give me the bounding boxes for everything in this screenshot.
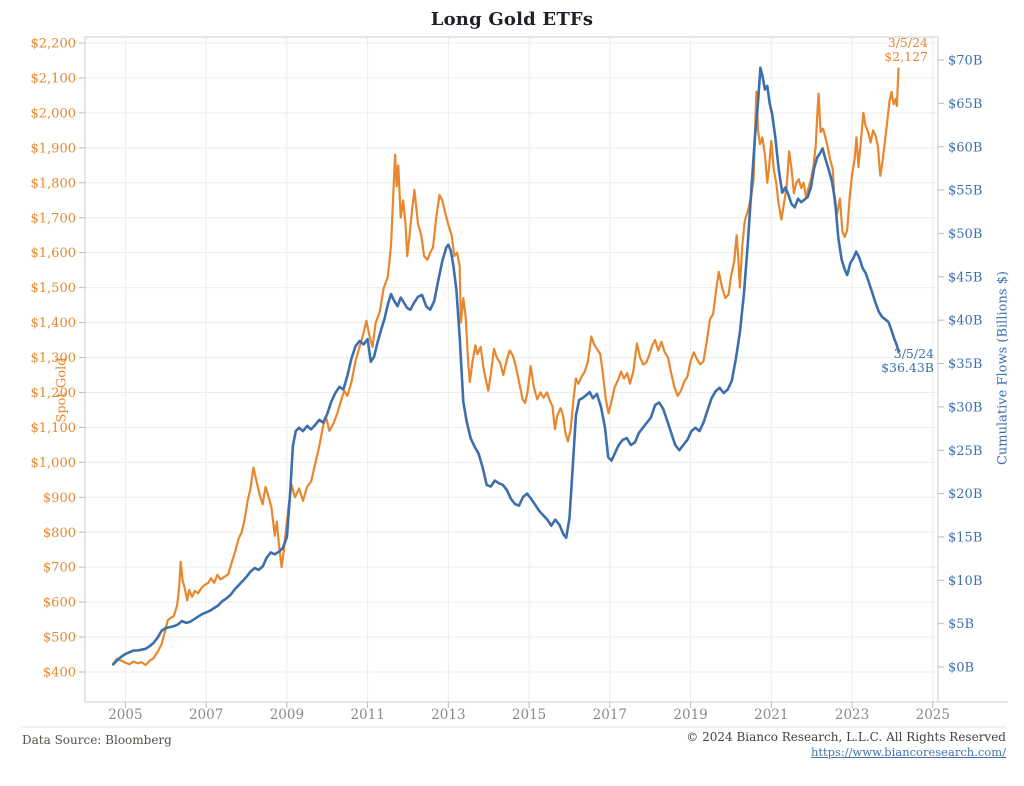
left-axis-tick-label: $1,500 xyxy=(31,281,77,296)
research-link[interactable]: https://www.biancoresearch.com/ xyxy=(810,745,1006,759)
right-axis-tick-label: $55B xyxy=(948,184,982,199)
right-axis-tick-label: $50B xyxy=(948,227,982,242)
left-axis-tick-label: $1,100 xyxy=(31,421,77,436)
right-axis-tick-label: $60B xyxy=(948,140,982,155)
flows-annotation-date: 3/5/24 xyxy=(893,346,934,361)
x-axis-tick-label: 2023 xyxy=(835,707,869,723)
right-axis-tick-label: $0B xyxy=(948,661,974,676)
flows-annotation-value: $36.43B xyxy=(881,359,934,375)
x-axis-tick-label: 2011 xyxy=(350,707,384,723)
left-axis-tick-label: $900 xyxy=(43,491,76,506)
x-axis-tick-label: 2025 xyxy=(916,707,950,723)
right-axis-tick-label: $30B xyxy=(948,400,982,415)
cumulative-flows-line xyxy=(112,66,900,666)
left-axis-tick-label: $2,200 xyxy=(31,37,77,52)
left-axis-tick-label: $800 xyxy=(43,526,76,541)
left-axis-tick-label: $1,800 xyxy=(31,176,77,191)
left-axis-tick-label: $500 xyxy=(43,631,76,646)
gold-last-point-annotation: 3/5/24 $2,127 xyxy=(808,36,928,63)
right-axis-tick-label: $35B xyxy=(948,357,982,372)
right-axis-tick-label: $45B xyxy=(948,270,982,285)
x-axis-tick-label: 2019 xyxy=(673,707,707,723)
page-title: Long Gold ETFs xyxy=(430,9,594,30)
x-axis-tick-label: 2017 xyxy=(593,707,627,723)
x-axis-tick-label: 2013 xyxy=(431,707,465,723)
left-axis-tick-label: $600 xyxy=(43,596,76,611)
right-axis-title: Cumulative Flows (Billions $) xyxy=(995,270,1011,466)
right-axis-tick-label: $65B xyxy=(948,97,982,112)
left-axis-tick-label: $1,300 xyxy=(31,351,77,366)
left-axis-tick-label: $2,000 xyxy=(31,106,77,121)
spot-gold-line xyxy=(112,67,900,667)
left-axis-tick-label: $700 xyxy=(43,561,76,576)
right-axis-tick-label: $70B xyxy=(948,54,982,69)
gold-annotation-date: 3/5/24 xyxy=(887,35,928,50)
left-axis-tick-label: $1,400 xyxy=(31,316,77,331)
left-axis-tick-label: $1,600 xyxy=(31,246,77,261)
left-axis-tick-label: $1,700 xyxy=(31,211,77,226)
left-axis-tick-label: $2,100 xyxy=(31,71,77,86)
gold-annotation-value: $2,127 xyxy=(884,48,928,64)
right-axis-tick-label: $20B xyxy=(948,487,982,502)
right-axis-tick-label: $10B xyxy=(948,574,982,589)
left-axis-title: Spot Gold xyxy=(54,357,70,423)
left-axis-tick-label: $1,200 xyxy=(31,386,77,401)
x-axis-tick-label: 2015 xyxy=(512,707,546,723)
plot-frame xyxy=(84,36,939,703)
x-axis-tick-label: 2009 xyxy=(270,707,304,723)
left-axis-tick-label: $1,000 xyxy=(31,456,77,471)
copyright-label: © 2024 Bianco Research, L.L.C. All Right… xyxy=(686,730,1006,744)
right-axis-tick-label: $40B xyxy=(948,314,982,329)
left-axis-tick-label: $400 xyxy=(43,666,76,681)
x-axis-tick-label: 2007 xyxy=(189,707,223,723)
data-source-label: Data Source: Bloomberg xyxy=(22,733,172,747)
flows-last-point-annotation: 3/5/24 $36.43B xyxy=(808,347,934,374)
right-axis-tick-label: $15B xyxy=(948,530,982,545)
x-axis-tick-label: 2005 xyxy=(108,707,142,723)
x-axis-tick-label: 2021 xyxy=(754,707,788,723)
right-axis-tick-label: $5B xyxy=(948,617,974,632)
right-axis-tick-label: $25B xyxy=(948,444,982,459)
left-axis-tick-label: $1,900 xyxy=(31,141,77,156)
